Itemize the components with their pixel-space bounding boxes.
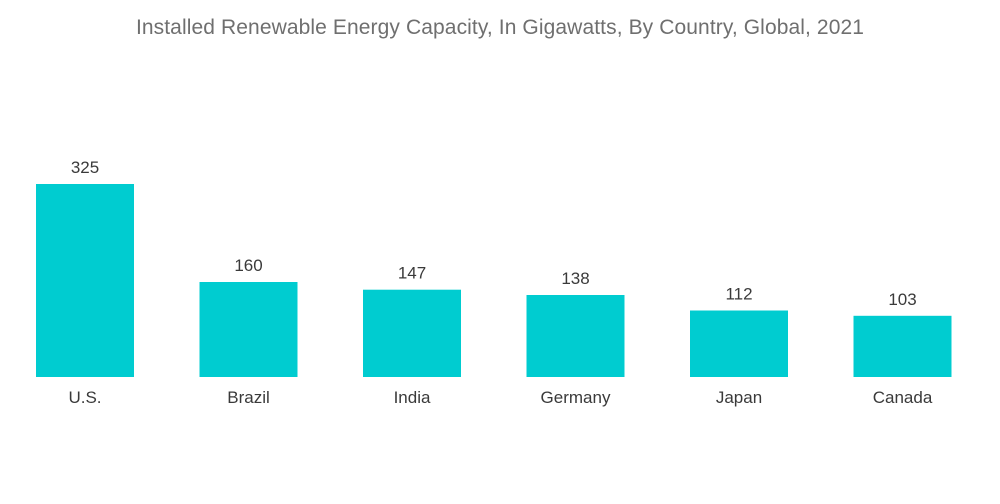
bar-brazil <box>199 282 298 377</box>
bars-layer <box>36 184 952 377</box>
value-label-india: 147 <box>398 264 426 283</box>
x-tick-label-germany: Germany <box>541 388 611 407</box>
x-tick-label-japan: Japan <box>716 388 762 407</box>
x-tick-label-u-s: U.S. <box>68 388 101 407</box>
chart-title: Installed Renewable Energy Capacity, In … <box>135 16 865 39</box>
bar-germany <box>526 295 625 377</box>
bar-india <box>363 289 461 377</box>
value-label-canada: 103 <box>888 290 916 309</box>
bar-japan <box>690 310 788 377</box>
x-tick-label-india: India <box>394 388 431 407</box>
x-tick-label-canada: Canada <box>873 388 933 407</box>
value-label-japan: 112 <box>725 285 752 304</box>
value-label-brazil: 160 <box>234 256 262 275</box>
bar-canada <box>853 315 952 377</box>
bar-u-s <box>36 184 134 377</box>
value-label-germany: 138 <box>561 269 589 288</box>
x-tick-labels-layer: U.S. Brazil India Germany Japan Canada <box>68 388 932 407</box>
value-labels-layer: 325 160 147 138 112 103 <box>71 158 917 309</box>
x-tick-label-brazil: Brazil <box>227 388 270 407</box>
value-label-u-s: 325 <box>71 158 99 177</box>
